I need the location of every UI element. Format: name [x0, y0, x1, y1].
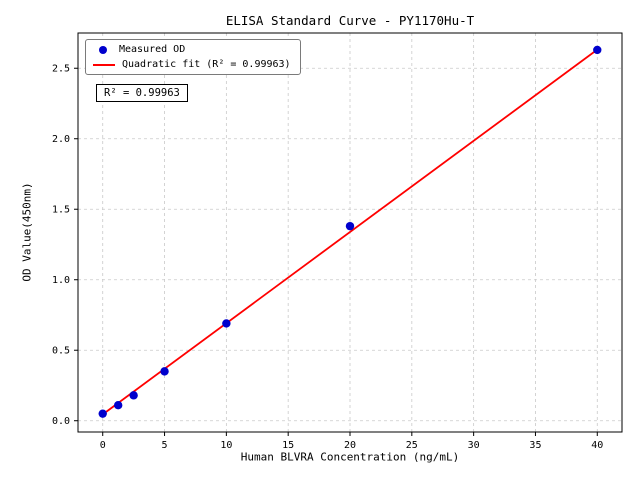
legend: Measured OD Quadratic fit (R² = 0.99963) — [85, 39, 301, 75]
svg-text:2.0: 2.0 — [52, 134, 70, 145]
svg-text:30: 30 — [468, 440, 480, 451]
legend-item-measured-od: Measured OD — [93, 44, 291, 55]
svg-text:5: 5 — [162, 440, 168, 451]
svg-text:15: 15 — [282, 440, 294, 451]
legend-item-quadratic-fit: Quadratic fit (R² = 0.99963) — [93, 59, 291, 70]
svg-text:20: 20 — [344, 440, 356, 451]
svg-text:10: 10 — [220, 440, 232, 451]
svg-text:35: 35 — [529, 440, 541, 451]
svg-text:0: 0 — [100, 440, 106, 451]
svg-text:25: 25 — [406, 440, 418, 451]
y-axis-label: OD Value(450nm) — [20, 182, 34, 282]
svg-text:0.5: 0.5 — [52, 346, 70, 357]
svg-text:2.5: 2.5 — [52, 64, 70, 75]
x-axis-label: Human BLVRA Concentration (ng/mL) — [240, 450, 460, 464]
svg-text:1.5: 1.5 — [52, 205, 70, 216]
svg-text:40: 40 — [591, 440, 603, 451]
chart-title: ELISA Standard Curve - PY1170Hu-T — [225, 13, 475, 28]
legend-label-quadratic-fit: Quadratic fit (R² = 0.99963) — [122, 59, 291, 70]
legend-label-measured-od: Measured OD — [119, 44, 186, 55]
r-squared-annotation: R² = 0.99963 — [96, 84, 188, 102]
measured-od-dot-icon — [99, 45, 107, 54]
svg-text:1.0: 1.0 — [52, 275, 70, 286]
svg-text:0.0: 0.0 — [52, 416, 70, 427]
quadratic-fit-line-icon — [93, 63, 115, 66]
